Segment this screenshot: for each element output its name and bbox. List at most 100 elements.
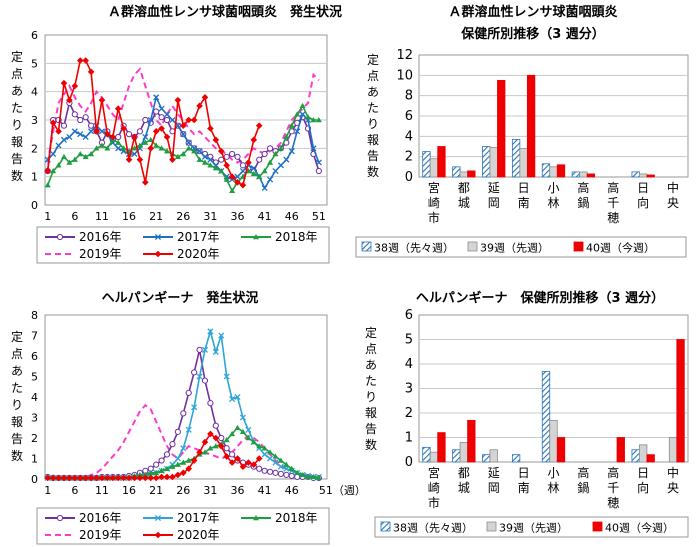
data-point-stroke: [261, 451, 268, 458]
x-tick-label: 36: [231, 484, 245, 497]
bar: [511, 138, 521, 178]
data-point: [136, 471, 143, 478]
data-point: [76, 57, 84, 64]
legend: 2016年 2017年 2018年 2019年 2020年: [36, 226, 330, 264]
data-point-stroke: [229, 395, 236, 403]
data-point: [283, 465, 290, 472]
data-point: [179, 469, 187, 477]
legend-item: 38週（先々週）: [361, 242, 454, 255]
data-point-stroke: [115, 145, 122, 152]
data-point: [174, 153, 181, 160]
bar: [422, 151, 431, 178]
data-point: [71, 156, 78, 162]
x-tick-label: 46: [285, 484, 299, 497]
data-point: [267, 159, 274, 165]
bar: [549, 419, 558, 463]
data-point: [98, 142, 105, 148]
data-point: [261, 150, 268, 158]
data-point: [229, 430, 236, 437]
data-point: [229, 187, 236, 194]
data-point-stroke: [82, 133, 89, 141]
data-point: [163, 473, 171, 481]
data-point: [191, 369, 198, 376]
data-point-stroke: [218, 332, 225, 339]
data-point: [212, 348, 219, 355]
data-point: [174, 455, 181, 462]
y-tick-label: 4: [405, 129, 413, 144]
category-日南: 日南: [511, 74, 536, 210]
data-point-stroke: [169, 116, 176, 124]
y-tick-label: 6: [405, 109, 413, 124]
data-point: [109, 133, 117, 141]
legend-swatch: [380, 521, 391, 532]
y-axis-label-char: 告: [367, 149, 379, 163]
x-tick-label: 31: [203, 210, 217, 223]
data-point: [288, 472, 295, 480]
data-point: [77, 151, 84, 157]
data-point: [125, 156, 133, 163]
legend-item: 2017年: [143, 511, 220, 525]
data-point: [174, 471, 182, 479]
x-category-label-char: 崎: [428, 481, 440, 495]
data-point: [229, 395, 236, 403]
data-point: [82, 57, 89, 64]
bar: [482, 454, 491, 463]
data-point: [76, 474, 84, 482]
data-point: [283, 461, 290, 467]
data-point: [131, 474, 138, 482]
data-point-stroke: [283, 465, 290, 472]
bar: [459, 171, 468, 178]
plot-area: [44, 314, 328, 480]
data-point: [131, 150, 138, 158]
legend-label: 2020年: [177, 528, 220, 542]
data-point: [239, 428, 246, 435]
y-tick-label: 4: [405, 357, 413, 372]
data-point-stroke: [315, 159, 322, 166]
data-point: [255, 122, 263, 129]
x-tick-label: 36: [231, 210, 245, 223]
data-point: [147, 136, 154, 143]
x-category-label-char: 高: [607, 180, 619, 195]
data-point: [294, 111, 301, 117]
category-小林: 小林: [541, 370, 566, 495]
data-point: [147, 116, 154, 124]
category-高鍋: 高鍋: [577, 465, 589, 495]
data-point: [250, 461, 258, 468]
data-point: [60, 474, 68, 482]
data-point: [190, 116, 198, 124]
x-category-label-char: 向: [637, 195, 649, 210]
data-point: [256, 465, 263, 472]
y-tick-label: 8: [31, 309, 38, 322]
legend-label: 39週（先週）: [480, 242, 549, 255]
data-point-stroke: [147, 116, 154, 124]
data-point-stroke: [158, 105, 165, 112]
x-tick-label: 31: [203, 484, 217, 497]
data-point: [299, 111, 306, 118]
y-tick-label: 6: [31, 350, 38, 363]
bar: [571, 171, 581, 178]
data-point: [131, 133, 138, 141]
category-都城: 都城: [452, 419, 476, 495]
y-axis-label-char: た: [367, 101, 379, 115]
data-point: [60, 122, 68, 129]
data-point: [93, 145, 100, 151]
data-point: [207, 162, 214, 168]
data-point: [283, 134, 290, 140]
data-point: [223, 373, 230, 380]
data-point: [109, 474, 117, 482]
legend-label: 2016年: [79, 511, 122, 525]
legend-box: [36, 507, 330, 545]
legend-item: 39週（先週）: [486, 521, 568, 535]
data-point-stroke: [261, 184, 268, 192]
data-point: [272, 167, 279, 175]
bar: [631, 171, 640, 178]
data-point: [315, 117, 322, 123]
data-point: [234, 424, 241, 430]
legend-label: 40週（今週）: [586, 241, 655, 255]
data-point: [98, 96, 106, 104]
data-point-stroke: [153, 94, 160, 101]
data-point: [256, 443, 263, 449]
legend-swatch: [486, 521, 497, 532]
data-point-stroke: [272, 167, 279, 175]
